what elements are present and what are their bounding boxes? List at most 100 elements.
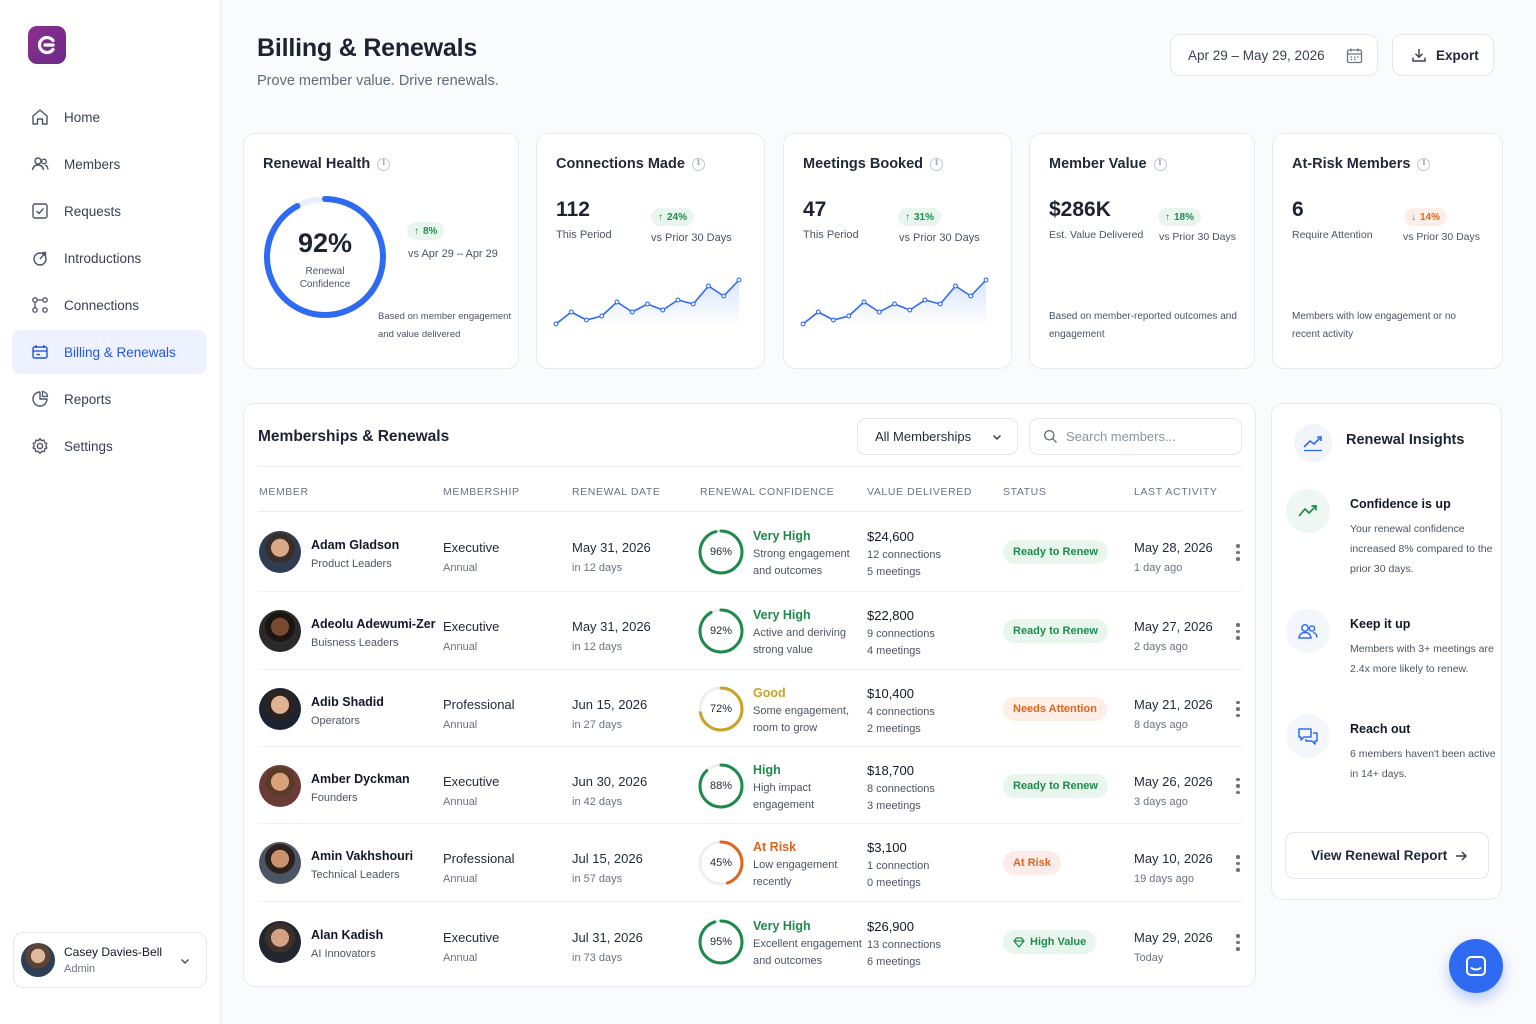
search-input[interactable] xyxy=(1066,429,1226,444)
sidebar-item-label: Introductions xyxy=(64,250,142,266)
confidence-percent: 92% xyxy=(709,625,733,637)
sidebar-item-home[interactable]: Home xyxy=(12,95,207,139)
sidebar-item-reports[interactable]: Reports xyxy=(12,377,207,421)
value-delivered: $3,100 xyxy=(867,840,907,855)
sidebar-item-introductions[interactable]: Introductions xyxy=(12,236,207,280)
sidebar-item-settings[interactable]: Settings xyxy=(12,424,207,468)
chat-support-button[interactable] xyxy=(1449,939,1503,993)
sidebar-nav: Home Members Requests Introductions Conn… xyxy=(12,95,207,471)
connections-count: 9 connections xyxy=(867,628,935,640)
row-actions-menu-icon[interactable] xyxy=(1235,777,1241,798)
row-actions-menu-icon[interactable] xyxy=(1235,855,1241,875)
insight-title: Confidence is up xyxy=(1350,497,1451,511)
avatar xyxy=(259,921,301,963)
member-name[interactable]: Amin Vakhshouri xyxy=(311,849,414,863)
date-range-picker[interactable]: Apr 29 – May 29, 2026 xyxy=(1170,34,1378,76)
connections-count: 8 connections xyxy=(867,782,935,795)
sidebar: Home Members Requests Introductions Conn… xyxy=(0,0,221,1024)
sidebar-item-members[interactable]: Members xyxy=(12,142,207,186)
column-header[interactable]: MEMBERSHIP xyxy=(443,486,520,498)
kpi-value: $286K xyxy=(1049,198,1111,221)
table-row[interactable]: Adeolu Adewumi-Zer Buisness Leaders Execut… xyxy=(258,592,1243,670)
row-actions-menu-icon[interactable] xyxy=(1235,623,1241,643)
arrow-up-icon: ↑ xyxy=(1165,211,1170,223)
info-icon[interactable] xyxy=(1153,157,1167,171)
status-badge: Ready to Renew xyxy=(1003,619,1108,643)
info-icon[interactable] xyxy=(691,157,705,171)
filter-value: All Memberships xyxy=(875,429,972,444)
delta-comparison: vs Prior 30 Days xyxy=(1403,231,1481,243)
column-header[interactable]: RENEWAL CONFIDENCE xyxy=(700,486,835,498)
sparkline-point xyxy=(599,313,605,319)
sidebar-item-label: Connections xyxy=(64,297,140,313)
member-name[interactable]: Alan Kadish xyxy=(311,928,384,942)
kpi-at-risk-members: At-Risk Members 6 Require Attention ↓14%… xyxy=(1272,133,1503,369)
delta-badge: ↓ 14% xyxy=(1404,208,1448,226)
sparkline-point xyxy=(907,307,913,313)
app-logo[interactable] xyxy=(28,26,66,64)
sidebar-item-requests[interactable]: Requests xyxy=(12,189,207,233)
member-group: Operators xyxy=(311,714,360,727)
ring-fill xyxy=(698,529,744,575)
sparkline-point xyxy=(721,293,727,299)
membership-filter-select[interactable]: All Memberships xyxy=(857,418,1018,455)
delta-comparison: vs Apr 29 – Apr 29 xyxy=(408,248,498,260)
sparkline-point xyxy=(675,297,681,303)
last-activity-ago: 8 days ago xyxy=(1134,718,1188,731)
row-actions-menu-icon[interactable] xyxy=(1235,934,1241,954)
connections-sparkline xyxy=(553,277,742,327)
arrow-right-icon xyxy=(1456,851,1468,861)
info-icon[interactable] xyxy=(1417,157,1431,171)
confidence-percent: 96% xyxy=(709,546,733,558)
member-name[interactable]: Adib Shadid xyxy=(311,694,384,709)
column-header[interactable]: STATUS xyxy=(1003,486,1047,498)
last-activity-date: May 10, 2026 xyxy=(1134,851,1213,866)
ring-fill xyxy=(698,919,744,965)
sparkline-point xyxy=(937,301,943,307)
member-group: Founders xyxy=(311,791,358,804)
table-row[interactable]: Adam Gladson Product Leaders Executive Annu… xyxy=(258,512,1243,592)
billing-cycle: Annual xyxy=(443,873,478,885)
column-header[interactable]: RENEWAL DATE xyxy=(572,486,661,498)
column-header[interactable]: LAST ACTIVITY xyxy=(1134,486,1218,498)
info-icon[interactable] xyxy=(930,157,944,171)
user-menu[interactable]: Casey Davies-Bell Admin xyxy=(13,932,207,988)
user-name: Casey Davies-Bell xyxy=(64,945,163,959)
delta-badge: ↑ 18% xyxy=(1158,208,1202,226)
column-header[interactable]: MEMBER xyxy=(259,486,309,498)
sidebar-item-billing-renewals[interactable]: Billing & Renewals xyxy=(12,330,207,374)
member-name[interactable]: Adam Gladson xyxy=(311,538,400,552)
row-actions-menu-icon[interactable] xyxy=(1235,544,1241,564)
kpi-note: Based on member engagement and value del… xyxy=(378,311,512,340)
last-activity-date: May 28, 2026 xyxy=(1134,540,1213,555)
renewal-date: Jul 31, 2026 xyxy=(572,930,643,945)
search-members[interactable] xyxy=(1029,418,1242,455)
table-row[interactable]: Adib Shadid Operators Professional Annual Ju… xyxy=(258,670,1243,747)
confidence-desc: Low engagement xyxy=(753,859,838,871)
kpi-value: 47 xyxy=(803,198,827,221)
view-renewal-report-button[interactable]: View Renewal Report xyxy=(1285,832,1489,879)
connections-icon xyxy=(30,295,50,315)
settings-icon xyxy=(30,436,50,456)
value-delivered: $10,400 xyxy=(867,685,914,701)
sidebar-item-label: Settings xyxy=(64,438,113,454)
table-row[interactable]: Amber Dyckman Founders Executive Annual Jun … xyxy=(258,747,1243,824)
export-button[interactable]: Export xyxy=(1392,34,1494,76)
meetings-count: 5 meetings xyxy=(867,566,921,578)
status-badge: Needs Attention xyxy=(1003,696,1107,721)
renewal-date: Jun 30, 2026 xyxy=(572,773,648,789)
sidebar-item-connections[interactable]: Connections xyxy=(12,283,207,327)
confidence-label: At Risk xyxy=(753,840,797,854)
confidence-ring: 96% xyxy=(697,528,745,576)
sparkline-point xyxy=(953,283,958,289)
row-actions-menu-icon[interactable] xyxy=(1235,700,1241,721)
column-header[interactable]: VALUE DELIVERED xyxy=(867,486,973,498)
renewal-insights-panel: Renewal Insights Confidence is up Your r… xyxy=(1271,403,1502,900)
table-row[interactable]: Amin Vakhshouri Technical Leaders Professi… xyxy=(258,824,1243,902)
table-row[interactable]: Alan Kadish AI Innovators Executive Annual J… xyxy=(258,902,1243,982)
confidence-percent: 72% xyxy=(709,702,733,715)
info-icon[interactable] xyxy=(377,157,391,171)
member-name[interactable]: Amber Dyckman xyxy=(311,771,410,786)
last-activity-ago: 1 day ago xyxy=(1134,562,1183,574)
member-name[interactable]: Adeolu Adewumi-Zer xyxy=(311,617,436,631)
